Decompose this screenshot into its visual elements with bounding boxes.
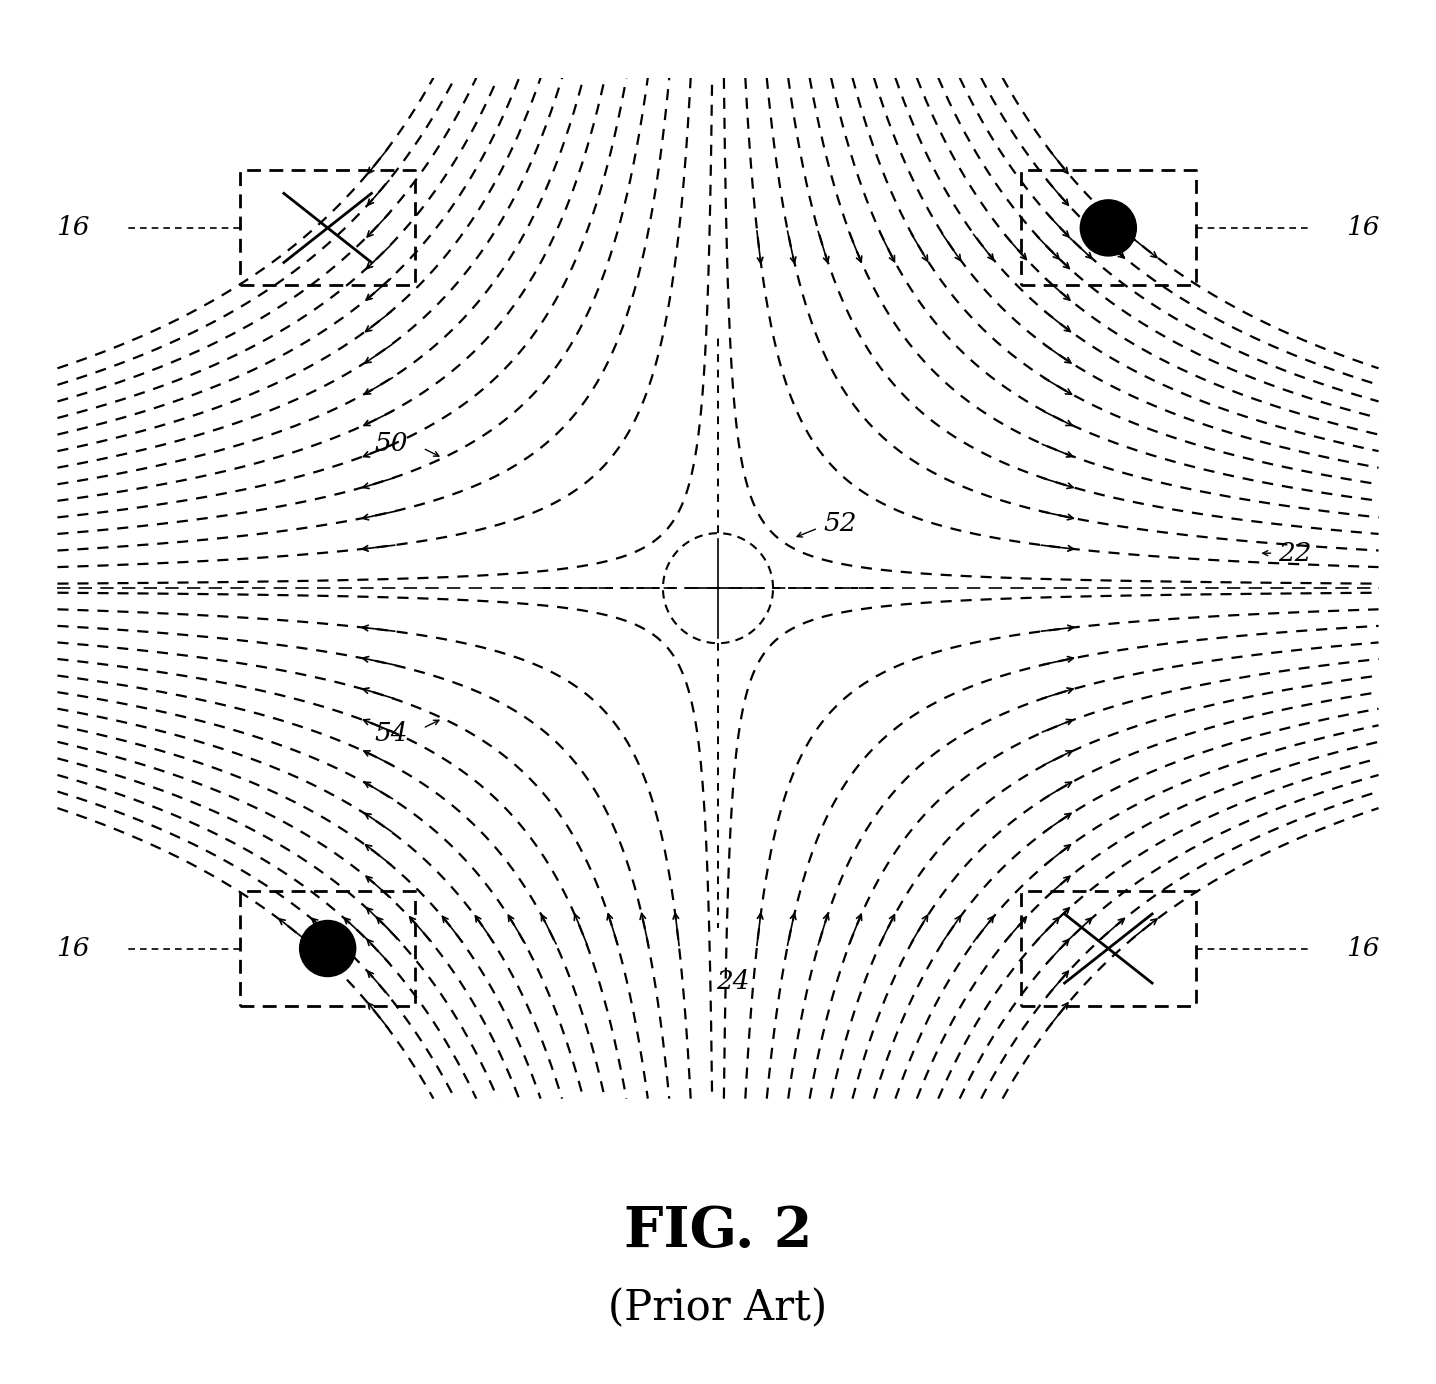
Circle shape bbox=[1080, 199, 1136, 256]
Text: 16: 16 bbox=[1346, 936, 1380, 960]
Text: 50: 50 bbox=[375, 430, 408, 455]
Text: FIG. 2: FIG. 2 bbox=[623, 1204, 813, 1259]
Circle shape bbox=[300, 920, 356, 977]
Text: 52: 52 bbox=[823, 511, 857, 536]
Text: 22: 22 bbox=[1278, 541, 1313, 566]
Text: 16: 16 bbox=[1346, 216, 1380, 241]
Text: (Prior Art): (Prior Art) bbox=[609, 1287, 827, 1329]
Text: 54: 54 bbox=[375, 721, 408, 746]
Text: 24: 24 bbox=[717, 969, 750, 994]
Text: 16: 16 bbox=[56, 216, 90, 241]
Text: 16: 16 bbox=[56, 936, 90, 960]
